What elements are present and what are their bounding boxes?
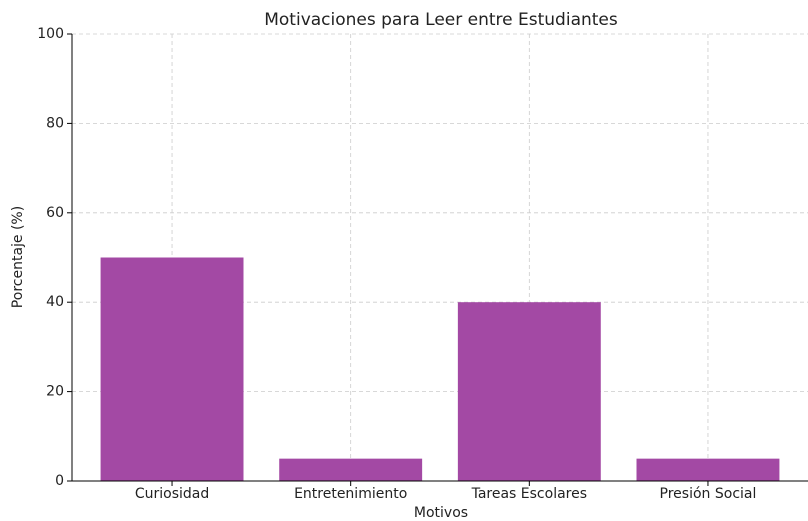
- x-tick-label: Curiosidad: [135, 486, 209, 502]
- y-tick-label: 100: [37, 26, 64, 42]
- x-tick-label: Tareas Escolares: [471, 486, 587, 502]
- y-tick-label: 60: [46, 205, 64, 221]
- y-tick-label: 20: [46, 384, 64, 400]
- bar: [100, 257, 244, 481]
- bar: [636, 458, 780, 481]
- x-tick-label: Presión Social: [660, 486, 757, 502]
- x-tick-label: Entretenimiento: [294, 486, 407, 502]
- y-axis-label: Porcentaje (%): [10, 206, 26, 308]
- x-axis-label: Motivos: [414, 505, 468, 521]
- bar: [457, 302, 601, 481]
- y-tick-label: 0: [55, 473, 64, 489]
- chart-title: Motivaciones para Leer entre Estudiantes: [264, 10, 618, 30]
- y-tick-label: 40: [46, 294, 64, 310]
- y-tick-label: 80: [46, 115, 64, 131]
- bar: [279, 458, 423, 481]
